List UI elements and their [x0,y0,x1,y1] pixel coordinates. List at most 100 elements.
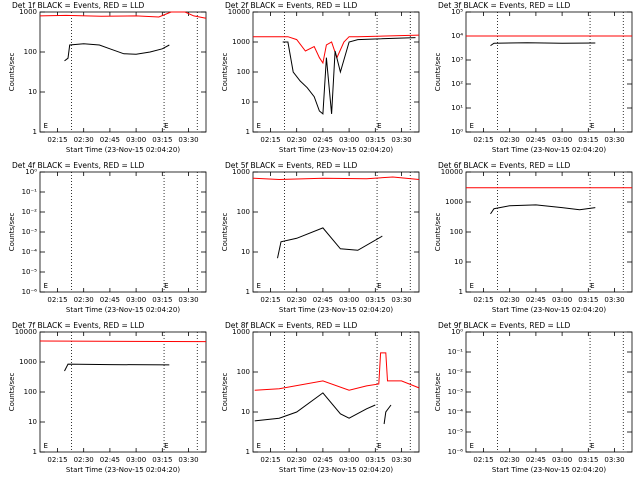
y-tick-label: 10² [451,80,463,88]
y-tick-label: 10000 [228,8,250,16]
series-line [490,204,596,215]
y-tick-label: 10⁻⁴ [448,408,464,416]
y-tick-label: 10 [454,258,463,266]
y-tick-label: 1 [246,128,250,136]
x-tick-label: 03:00 [126,136,146,144]
event-marker: E [43,282,47,290]
panel: Det 5f BLACK = Events, RED = LLD Start Ti… [221,161,420,314]
x-tick-label: 02:45 [313,136,333,144]
chart-title: Det 5f BLACK = Events, RED = LLD [225,161,358,170]
event-marker: E [164,442,168,450]
chart-title: Det 9f BLACK = Events, RED = LLD [438,321,571,330]
x-tick-label: 02:30 [74,296,94,304]
x-tick-label: 02:15 [47,456,67,464]
event-marker: E [377,442,381,450]
plot-frame [465,171,633,293]
panel: Det 1f BLACK = Events, RED = LLD Start Ti… [8,1,207,154]
event-marker: E [164,122,168,130]
series-line [383,404,392,425]
series-line [252,176,420,181]
series-line [254,352,420,391]
y-tick-label: 100 [237,208,250,216]
event-marker: E [377,282,381,290]
x-tick-label: 02:15 [260,136,280,144]
x-tick-label: 02:30 [500,296,520,304]
y-tick-label: 10 [241,98,250,106]
y-tick-label: 1000 [19,358,37,366]
x-tick-label: 03:15 [152,136,172,144]
y-tick-label: 100 [24,388,37,396]
x-tick-label: 03:15 [365,296,385,304]
x-tick-label: 02:30 [74,136,94,144]
event-marker: E [590,282,594,290]
x-tick-label: 03:00 [552,456,572,464]
x-tick-label: 03:30 [178,296,198,304]
y-tick-label: 10 [241,248,250,256]
x-tick-label: 03:00 [126,456,146,464]
event-marker: E [590,442,594,450]
y-tick-label: 1 [33,448,37,456]
y-axis-label: Counts/sec [8,373,16,412]
y-axis-label: Counts/sec [221,53,229,92]
y-tick-label: 10⁻³ [22,228,38,236]
x-tick-label: 02:15 [473,456,493,464]
y-tick-label: 10⁵ [451,8,463,16]
plot-frame [465,11,633,133]
x-tick-label: 03:00 [339,136,359,144]
y-tick-label: 1 [33,128,37,136]
chart-title: Det 4f BLACK = Events, RED = LLD [12,161,145,170]
event-marker: E [164,282,168,290]
y-tick-label: 1000 [445,198,463,206]
x-tick-label: 03:00 [126,296,146,304]
x-tick-label: 02:45 [526,456,546,464]
x-tick-label: 02:45 [100,136,120,144]
y-tick-label: 100 [24,48,37,56]
chart-title: Det 8f BLACK = Events, RED = LLD [225,321,358,330]
event-marker: E [256,282,260,290]
series-line [253,34,420,65]
x-tick-label: 02:15 [47,296,67,304]
y-tick-label: 10⁰ [25,168,37,176]
panel: Det 6f BLACK = Events, RED = LLD Start Ti… [434,161,633,314]
y-tick-label: 10⁻² [448,368,464,376]
x-axis-label: Start Time (23-Nov-15 02:04:20) [492,466,606,474]
y-axis-label: Counts/sec [434,373,442,412]
x-tick-label: 03:30 [604,136,624,144]
y-tick-label: 10⁰ [451,128,463,136]
y-tick-label: 10000 [15,328,37,336]
y-tick-label: 10⁻¹ [448,348,464,356]
x-tick-label: 02:45 [526,136,546,144]
y-tick-label: 1000 [232,168,250,176]
x-axis-label: Start Time (23-Nov-15 02:04:20) [492,306,606,314]
y-tick-label: 100 [237,368,250,376]
series-line [277,227,383,259]
chart-title: Det 6f BLACK = Events, RED = LLD [438,161,571,170]
y-tick-label: 1 [246,288,250,296]
x-tick-label: 03:30 [604,296,624,304]
y-tick-label: 100 [450,228,463,236]
y-tick-label: 10¹ [451,104,463,112]
x-tick-label: 03:15 [578,136,598,144]
x-tick-label: 02:15 [47,136,67,144]
x-tick-label: 02:30 [287,136,307,144]
event-marker: E [43,442,47,450]
x-tick-label: 02:15 [473,296,493,304]
series-line [254,392,376,422]
panel: Det 3f BLACK = Events, RED = LLD Start Ti… [434,1,633,154]
x-tick-label: 02:45 [100,456,120,464]
event-marker: E [256,122,260,130]
x-tick-label: 02:45 [100,296,120,304]
y-tick-label: 10⁻⁵ [22,268,38,276]
event-marker: E [377,122,381,130]
panel: Det 4f BLACK = Events, RED = LLD Start Ti… [8,161,207,314]
x-tick-label: 03:30 [391,296,411,304]
x-tick-label: 03:30 [604,456,624,464]
chart-title: Det 7f BLACK = Events, RED = LLD [12,321,145,330]
x-tick-label: 02:30 [287,456,307,464]
plot-frame [465,331,633,453]
chart-title: Det 1f BLACK = Events, RED = LLD [12,1,145,10]
plot-frame [252,331,420,453]
x-axis-label: Start Time (23-Nov-15 02:04:20) [279,466,393,474]
series-line [39,340,207,343]
